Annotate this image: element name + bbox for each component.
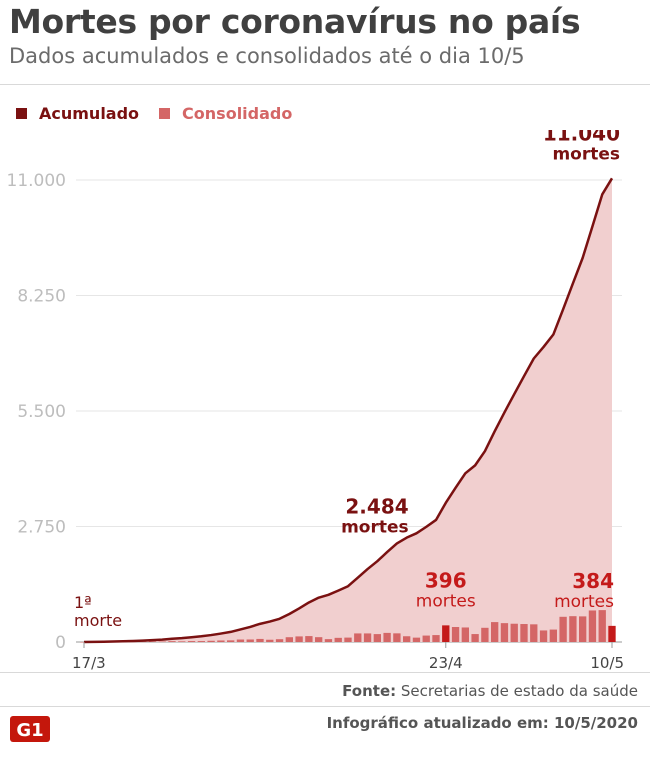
bar-45 <box>520 624 528 642</box>
bar-48 <box>549 629 557 642</box>
updated-text: Infográfico atualizado em: 10/5/2020 <box>326 714 638 732</box>
chart-bottom-divider <box>0 672 650 673</box>
annotation-label-3: mortes <box>554 592 614 612</box>
y-tick-label-2: 5.500 <box>17 402 66 422</box>
y-tick-label-1: 2.750 <box>17 518 66 538</box>
bar-31 <box>383 632 391 642</box>
annotation-label-1: mortes <box>341 518 409 538</box>
annotation-value-4: 11.040 <box>543 130 620 145</box>
bar-9 <box>168 641 176 642</box>
bar-23 <box>305 636 313 642</box>
legend-item-consolidado: Consolidado <box>159 104 292 123</box>
bar-34 <box>412 637 421 642</box>
y-tick-label-0: 0 <box>55 633 66 653</box>
bar-46 <box>530 624 538 642</box>
bar-14 <box>217 640 225 642</box>
bar-21 <box>285 637 293 642</box>
cumulative-area <box>84 178 612 642</box>
bar-11 <box>187 641 196 642</box>
bar-30 <box>373 634 381 642</box>
bar-36 <box>432 635 440 642</box>
bar-16 <box>236 639 245 642</box>
x-tick-label-0: 17/3 <box>72 654 106 672</box>
bar-12 <box>197 641 205 642</box>
source-label: Fonte: <box>342 682 397 700</box>
bar-25 <box>324 639 333 642</box>
header-divider <box>0 84 650 85</box>
bar-33 <box>403 636 411 642</box>
bar-53 <box>598 610 606 642</box>
annotation-label-4: mortes <box>552 144 620 164</box>
bar-8 <box>158 641 166 643</box>
footer-divider <box>0 706 650 707</box>
x-tick-label-1: 23/4 <box>429 654 463 672</box>
legend-label-acumulado: Acumulado <box>39 104 140 123</box>
legend-label-consolidado: Consolidado <box>182 104 293 123</box>
bar-layer <box>80 610 616 643</box>
annotation-value-0: 1ª <box>74 593 92 612</box>
bar-50 <box>569 616 577 642</box>
chart-title: Mortes por coronavírus no país <box>9 2 581 41</box>
annotation-label-2: mortes <box>416 591 476 611</box>
bar-52 <box>588 610 597 642</box>
bar-22 <box>295 636 303 642</box>
bar-20 <box>275 639 284 642</box>
bar-43 <box>500 623 509 642</box>
legend: Acumulado Consolidado <box>16 104 312 123</box>
bar-19 <box>266 639 274 642</box>
source-text: Secretarias de estado da saúde <box>400 682 638 700</box>
bar-42 <box>491 622 499 642</box>
g1-logo-text: G1 <box>16 720 43 741</box>
bar-51 <box>579 616 587 642</box>
bar-29 <box>363 633 372 642</box>
g1-logo: G1 <box>10 716 50 742</box>
annotation-label-0: morte <box>74 611 122 630</box>
bar-40 <box>471 634 479 642</box>
y-tick-label-4: 11.000 <box>7 171 66 191</box>
legend-item-acumulado: Acumulado <box>16 104 139 123</box>
area-layer <box>84 178 612 642</box>
source-line: Fonte: Secretarias de estado da saúde <box>342 682 638 700</box>
bar-10 <box>178 641 186 642</box>
bar-18 <box>256 638 264 642</box>
bar-32 <box>393 633 401 642</box>
axis-layer: 0 2.750 5.500 8.250 11.000 17/3 23/4 10/5 <box>7 171 624 672</box>
annotation-value-2: 396 <box>425 568 467 592</box>
bar-7 <box>148 641 157 642</box>
bar-44 <box>510 623 518 642</box>
line-layer <box>83 177 614 644</box>
bar-6 <box>139 641 147 643</box>
bar-47 <box>539 630 548 642</box>
annotation-value-3: 384 <box>572 569 614 593</box>
cumulative-line <box>83 177 614 644</box>
bar-54 <box>608 625 616 642</box>
bar-38 <box>451 627 460 642</box>
annotation-value-1: 2.484 <box>345 495 408 519</box>
chart-subtitle: Dados acumulados e consolidados até o di… <box>9 44 525 68</box>
legend-swatch-consolidado <box>159 108 171 119</box>
bar-35 <box>422 635 430 642</box>
bar-17 <box>246 639 254 642</box>
bar-39 <box>461 627 469 642</box>
bar-13 <box>207 640 215 642</box>
bar-26 <box>334 637 342 642</box>
bar-15 <box>227 640 235 642</box>
bar-37 <box>442 625 450 642</box>
bar-41 <box>481 627 489 642</box>
bar-28 <box>354 633 362 642</box>
bar-49 <box>559 616 567 642</box>
bar-27 <box>344 637 352 642</box>
bar-24 <box>315 637 323 642</box>
y-tick-label-3: 8.250 <box>17 287 66 307</box>
legend-swatch-acumulado <box>16 108 27 119</box>
annotation-layer: 1ªmorte2.484mortes396mortes384mortes11.0… <box>74 130 620 630</box>
x-tick-label-2: 10/5 <box>590 654 624 672</box>
